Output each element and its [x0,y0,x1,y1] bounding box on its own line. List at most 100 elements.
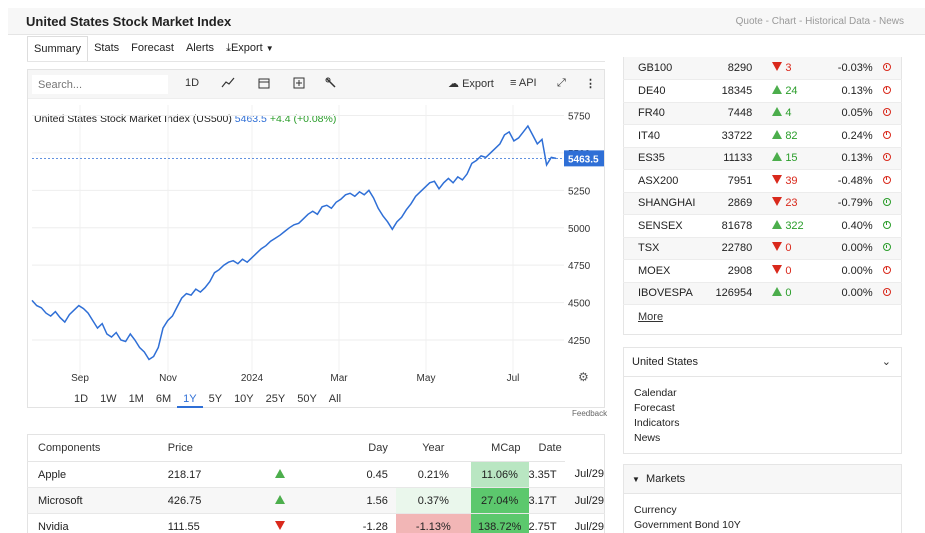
component-price: 426.75 [167,487,239,514]
market-name[interactable]: ES35 [623,147,701,170]
market-row[interactable]: GB100 8290 3 -0.03% [623,57,902,80]
more-options-icon[interactable]: ⋮ [585,78,596,90]
table-row[interactable]: Apple 218.17 0.45 0.21% 11.06% 3.35T Jul/29 [27,461,605,488]
api-button[interactable]: ≡ API [510,77,537,89]
markets-title: Markets [646,473,686,485]
compare-icon[interactable] [293,77,305,92]
component-day-pct: -1.13% [395,513,471,533]
market-row[interactable]: IT40 33722 82 0.24% [623,124,902,148]
interval-button[interactable]: 1D [185,77,200,89]
market-status [872,102,902,125]
market-name[interactable]: ASX200 [623,169,701,193]
clock-icon [882,130,891,139]
range-25y[interactable]: 25Y [265,393,286,405]
clock-icon [882,63,891,71]
range-1y[interactable]: 1Y [177,393,203,408]
market-change: 322 [754,214,817,238]
market-pct: 0.13% [816,79,873,103]
chart-change: +4.4 (+0.08%) [269,113,337,125]
component-day-change: -1.28 [320,513,396,533]
market-name[interactable]: SENSEX [623,214,701,238]
component-day-pct: 0.37% [395,487,471,514]
united-states-header[interactable]: United States ⌄ [623,347,902,377]
tab-export[interactable]: ⤓Export ▼ [220,36,280,62]
range-1d[interactable]: 1D [74,393,89,405]
market-row[interactable]: IBOVESPA 126954 0 0.00% [623,282,902,305]
tab-summary[interactable]: Summary [27,36,89,62]
component-mcap: 3.35T [528,461,565,488]
export-button[interactable]: ☁ Export [448,77,494,90]
market-row[interactable]: TSX 22780 0 0.00% [623,237,902,260]
link-calendar[interactable]: Calendar [634,387,677,399]
market-name[interactable]: SHANGHAI [623,192,701,215]
link-news[interactable]: News [634,432,661,444]
wrench-icon[interactable] [325,77,337,92]
header-links[interactable]: Quote - Chart - Historical Data - News [735,16,904,27]
market-row[interactable]: SHANGHAI 2869 23 -0.79% [623,192,902,215]
table-row[interactable]: Nvidia 111.55 -1.28 -1.13% 138.72% 2.75T Jul/2… [27,513,605,533]
chart-type-icon[interactable] [221,77,235,92]
range-5y[interactable]: 5Y [208,393,223,405]
market-name[interactable]: FR40 [623,102,701,125]
component-direction [238,487,321,514]
united-states-title: United States [632,356,699,368]
link-indicators[interactable]: Indicators [634,417,680,429]
market-value: 8290 [700,57,755,80]
market-row[interactable]: ASX200 7951 39 -0.48% [623,169,902,193]
component-name[interactable]: Nvidia [27,513,168,533]
search-input[interactable] [32,75,168,94]
component-name[interactable]: Microsoft [27,487,168,514]
arrow-down-icon [772,62,783,71]
arrow-up-icon [772,129,783,139]
market-change-value: 0 [785,242,792,255]
market-pct: 0.24% [816,124,873,148]
market-value: 126954 [700,282,755,305]
component-price: 218.17 [167,461,239,488]
market-name[interactable]: DE40 [623,79,701,103]
market-value: 81678 [700,214,755,238]
market-row[interactable]: ES35 11133 15 0.13% [623,147,902,170]
chart-last-price: 5463.5 [234,113,267,125]
market-name[interactable]: MOEX [623,259,701,283]
range-10y[interactable]: 10Y [234,393,254,405]
market-row[interactable]: FR40 7448 4 0.05% [623,102,902,125]
tab-forecast[interactable]: Forecast [131,42,174,54]
range-1m[interactable]: 1M [128,393,144,405]
col-mcap: MCap [470,434,529,462]
market-name[interactable]: IT40 [623,124,701,148]
market-name[interactable]: GB100 [623,57,701,80]
market-status [872,214,902,238]
link-forecast[interactable]: Forecast [634,402,675,414]
clock-icon [882,108,891,117]
market-change: 0 [754,282,817,305]
link-government-bond[interactable]: Government Bond 10Y [634,519,741,531]
y-tick-label: 5250 [568,186,591,197]
market-name[interactable]: TSX [623,237,701,260]
fullscreen-icon[interactable]: ⤢ [557,77,566,89]
markets-header[interactable]: ▼ Markets [623,464,902,494]
feedback-link[interactable]: Feedback [572,409,608,418]
market-row[interactable]: MOEX 2908 0 0.00% [623,259,902,283]
link-currency[interactable]: Currency [634,504,677,516]
range-50y[interactable]: 50Y [297,393,317,405]
price-chart[interactable]: 5750550052505000475045004250SepNov2024Ma… [28,100,604,390]
table-row[interactable]: Microsoft 426.75 1.56 0.37% 27.04% 3.17T Jul/2… [27,487,605,514]
market-row[interactable]: SENSEX 81678 322 0.40% [623,214,902,238]
component-name[interactable]: Apple [27,461,168,488]
component-mcap: 3.17T [528,487,565,514]
range-6m[interactable]: 6M [155,393,172,405]
market-row[interactable]: DE40 18345 24 0.13% [623,79,902,103]
arrow-up-icon [772,152,783,162]
export-label: Export [462,78,494,90]
component-year-pct: 11.06% [470,461,529,488]
range-1w[interactable]: 1W [100,393,117,405]
more-link[interactable]: More [638,311,664,323]
tab-stats[interactable]: Stats [94,42,120,54]
range-all[interactable]: All [328,393,342,405]
component-day-pct: 0.21% [395,461,471,488]
market-change: 39 [754,169,817,193]
calendar-icon[interactable] [258,77,270,92]
tab-alerts[interactable]: Alerts [185,42,215,54]
market-name[interactable]: IBOVESPA [623,282,701,305]
arrow-up-icon [274,468,285,478]
